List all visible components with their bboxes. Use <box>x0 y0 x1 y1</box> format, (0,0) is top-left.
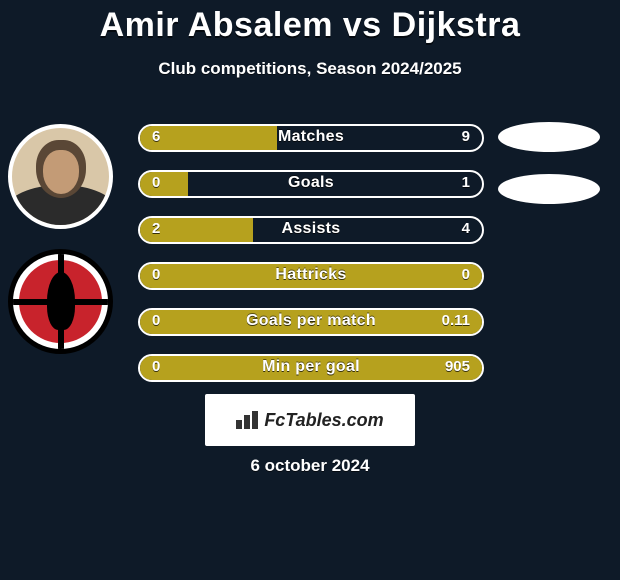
stat-row: 0Min per goal905 <box>138 354 484 382</box>
footer-brand: FcTables.com <box>264 410 383 431</box>
stat-value-right: 905 <box>445 358 470 375</box>
stat-label: Goals <box>140 174 482 192</box>
club-placeholder <box>498 174 600 204</box>
stat-label: Matches <box>140 128 482 146</box>
stat-value-right: 1 <box>462 174 470 191</box>
stat-row: 2Assists4 <box>138 216 484 244</box>
subtitle: Club competitions, Season 2024/2025 <box>0 59 620 79</box>
bars-icon <box>236 411 258 429</box>
left-column <box>8 124 113 374</box>
club-badge-silhouette <box>47 272 75 330</box>
page-title: Amir Absalem vs Dijkstra <box>0 0 620 45</box>
stat-row: 0Goals per match0.11 <box>138 308 484 336</box>
stat-value-right: 0.11 <box>442 312 470 329</box>
stat-bars: 6Matches90Goals12Assists40Hattricks00Goa… <box>138 124 484 400</box>
stat-label: Min per goal <box>140 358 482 376</box>
player-placeholder <box>498 122 600 152</box>
stat-row: 0Goals1 <box>138 170 484 198</box>
footer-attribution: FcTables.com <box>205 394 415 446</box>
stat-row: 6Matches9 <box>138 124 484 152</box>
avatar-face <box>43 150 79 194</box>
player-avatar <box>8 124 113 229</box>
club-badge <box>8 249 113 354</box>
stat-label: Hattricks <box>140 266 482 284</box>
stat-row: 0Hattricks0 <box>138 262 484 290</box>
stat-value-right: 0 <box>462 266 470 283</box>
date-text: 6 october 2024 <box>0 456 620 476</box>
stat-value-right: 9 <box>462 128 470 145</box>
right-column <box>498 122 600 226</box>
stat-label: Goals per match <box>140 312 482 330</box>
bars-icon-bar <box>252 411 258 429</box>
stat-value-right: 4 <box>462 220 470 237</box>
comparison-card: Amir Absalem vs Dijkstra Club competitio… <box>0 0 620 580</box>
stat-label: Assists <box>140 220 482 238</box>
